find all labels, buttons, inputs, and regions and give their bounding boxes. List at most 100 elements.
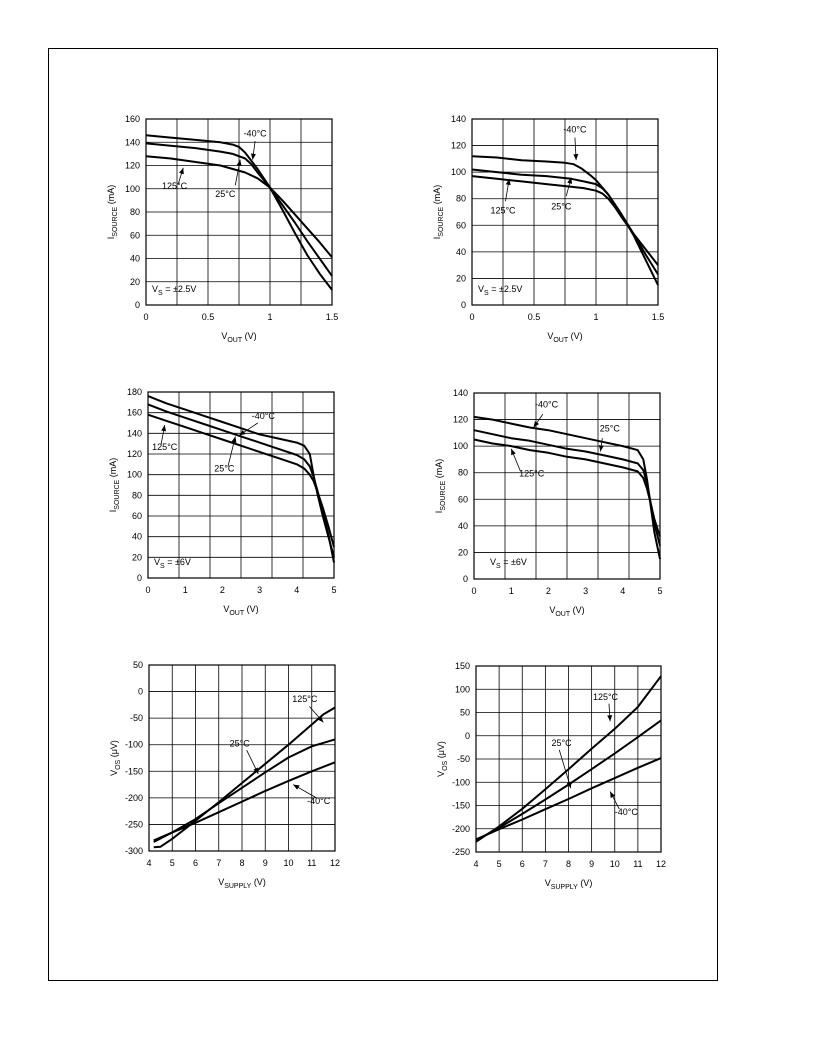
annotation-arrowhead: [317, 716, 324, 723]
y-tick-label: 0: [465, 731, 470, 741]
annotation-arrowhead: [607, 715, 613, 722]
series-line--40C: [147, 395, 335, 558]
x-tick-label: 0: [145, 585, 150, 595]
y-tick-label: 160: [125, 114, 140, 124]
supply-condition-label: VS = ±6V: [490, 557, 527, 570]
x-tick-label: 0.5: [528, 312, 541, 322]
x-tick-label: 6: [520, 859, 525, 869]
x-tick-label: 12: [330, 858, 340, 868]
y-tick-label: 60: [132, 511, 142, 521]
annotation-arrowhead: [253, 767, 259, 774]
y-tick-label: 0: [461, 300, 466, 310]
page-border: [48, 48, 718, 981]
annotation-arrowhead: [239, 429, 246, 436]
annotation-arrowhead: [161, 425, 167, 432]
series-annotation-label: 25°C: [230, 738, 251, 748]
series-line-125C: [471, 175, 659, 266]
y-axis-label: ISOURCE (mA): [106, 185, 119, 239]
series-annotation-label: 25°C: [552, 738, 573, 748]
x-tick-label: 5: [170, 858, 175, 868]
y-tick-label: -150: [452, 801, 470, 811]
y-axis-label: VOS (μV): [109, 740, 122, 776]
y-tick-label: 140: [453, 388, 468, 398]
series-line-25C: [153, 738, 336, 843]
y-tick-label: 120: [451, 141, 466, 151]
y-axis-label: VOS (μV): [436, 741, 449, 777]
series-line--40C: [145, 134, 333, 291]
x-tick-label: 4: [146, 858, 151, 868]
x-tick-label: 0: [471, 586, 476, 596]
y-tick-label: -50: [457, 754, 470, 764]
y-tick-label: -200: [452, 824, 470, 834]
chart-vos-vs-vsupply-right: -250 -200 -150 -100 -50 0 50 100 150 4 5 6 7 8 9 10 11 12…: [436, 661, 666, 891]
annotation-arrowhead: [567, 177, 573, 184]
series-annotation-label: 25°C: [215, 189, 236, 199]
series-annotation-label: -40°C: [615, 807, 639, 817]
y-axis-label: ISOURCE (mA): [434, 459, 447, 513]
x-tick-label: 1: [509, 586, 514, 596]
plot-frame: [147, 391, 335, 579]
y-tick-label: 80: [458, 468, 468, 478]
y-tick-label: -50: [130, 713, 143, 723]
series-annotation-label: 125°C: [490, 205, 516, 215]
y-tick-label: 20: [458, 547, 468, 557]
series-annotation-label: 25°C: [600, 424, 621, 434]
y-tick-label: 80: [456, 194, 466, 204]
y-axis-label: ISOURCE (mA): [108, 458, 121, 512]
y-tick-label: -250: [125, 819, 143, 829]
series-line-125C: [147, 413, 335, 548]
x-tick-label: 3: [257, 585, 262, 595]
chart-vos-vs-vsupply-left: -300 -250 -200 -150 -100 -50 0 50 4 5 6 7 8 9 10 11 12 VS…: [109, 660, 340, 890]
annotation-arrowhead: [598, 445, 604, 452]
x-tick-label: 1.5: [326, 312, 339, 322]
y-tick-label: 0: [463, 574, 468, 584]
x-tick-label: 7: [216, 858, 221, 868]
y-tick-label: 0: [135, 300, 140, 310]
series-annotation-label: -40°C: [563, 124, 587, 134]
y-tick-label: 140: [451, 114, 466, 124]
plot-frame: [471, 118, 659, 306]
y-tick-label: 20: [130, 277, 140, 287]
x-tick-label: 3: [583, 586, 588, 596]
series-line-125C: [145, 155, 333, 258]
x-axis-label: VOUT (V): [221, 331, 256, 344]
annotation-arrowhead: [533, 421, 540, 428]
series-line-25C: [145, 142, 333, 277]
y-tick-label: 100: [451, 167, 466, 177]
x-tick-label: 8: [239, 858, 244, 868]
annotation-arrowhead: [566, 781, 572, 789]
x-tick-label: 0.5: [202, 312, 215, 322]
y-tick-label: 0: [137, 573, 142, 583]
series-annotation-label: -40°C: [252, 411, 276, 421]
annotation-arrowhead: [293, 784, 300, 790]
y-tick-label: 80: [130, 207, 140, 217]
x-tick-label: 1.5: [652, 312, 665, 322]
y-tick-label: 150: [455, 661, 470, 671]
y-tick-label: 140: [127, 428, 142, 438]
annotation-arrowhead: [236, 159, 242, 167]
y-tick-label: 40: [458, 521, 468, 531]
y-tick-label: 120: [453, 415, 468, 425]
x-tick-label: 10: [283, 858, 293, 868]
x-tick-label: 11: [307, 858, 316, 868]
x-tick-label: 4: [294, 585, 299, 595]
plot-frame: [148, 664, 336, 852]
series-annotation-label: 125°C: [162, 181, 188, 191]
supply-condition-label: VS = ±2.5V: [478, 284, 522, 297]
series-annotation-label: 125°C: [519, 469, 545, 479]
annotation-arrowhead: [179, 167, 184, 175]
y-tick-label: 20: [456, 273, 466, 283]
y-tick-label: 60: [456, 220, 466, 230]
annotation-arrow: [558, 749, 572, 789]
chart-isource-vs-vout-2p5v-right: 0 20 40 60 80 100 120 140 0 0.5 1 1.5 VOUT (V) ISOURC…: [432, 114, 664, 344]
supply-condition-label: VS = ±6V: [154, 557, 191, 570]
y-tick-label: 40: [132, 532, 142, 542]
x-axis-label: VSUPPLY (V): [218, 877, 266, 890]
x-tick-label: 2: [546, 586, 551, 596]
annotation-arrowhead: [511, 448, 516, 456]
x-tick-label: 8: [566, 859, 571, 869]
series-annotation-label: 125°C: [593, 692, 619, 702]
y-tick-label: 100: [127, 470, 142, 480]
y-tick-label: 50: [460, 708, 470, 718]
